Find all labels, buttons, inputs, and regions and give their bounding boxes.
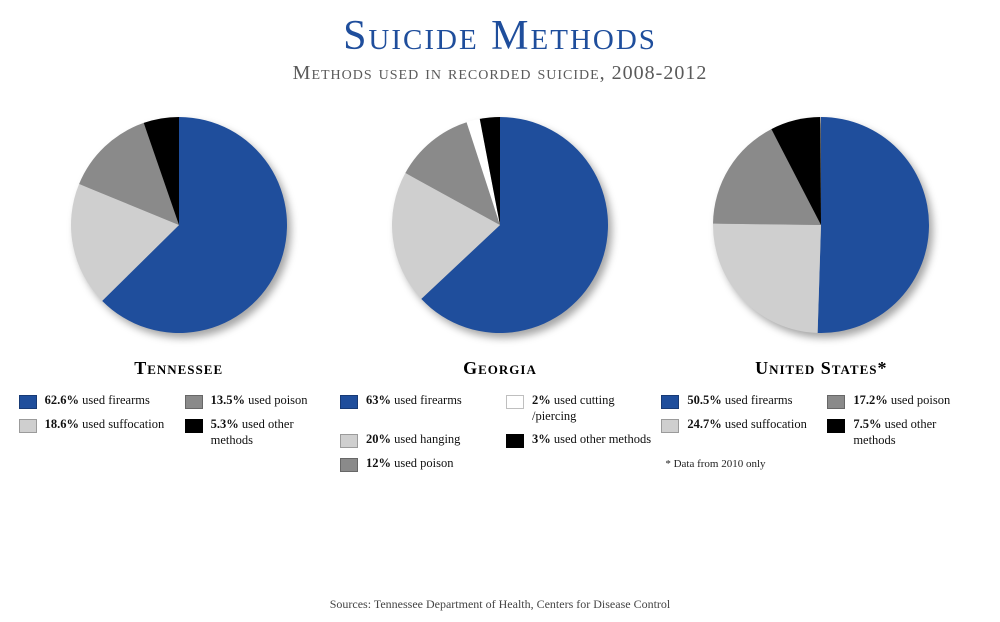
legend-text: 13.5% used poison (211, 393, 308, 409)
legend-swatch (340, 458, 358, 472)
legend-text: 18.6% used suffocation (45, 417, 165, 433)
legend-item: 63% used firearms (340, 393, 494, 424)
legend-pct: 13.5% (211, 393, 245, 407)
legend-swatch (340, 395, 358, 409)
legend-text: 12% used poison (366, 456, 454, 472)
pie-2 (709, 113, 933, 342)
legend-text: 17.2% used poison (853, 393, 950, 409)
legend-item: 5.3% used other methods (185, 417, 339, 448)
legend: 63% used firearms 2% used cutting /pierci… (340, 393, 660, 472)
legend-pct: 2% (532, 393, 551, 407)
legend-text: 50.5% used firearms (687, 393, 792, 409)
legend-swatch (506, 434, 524, 448)
legend-item: 7.5% used other methods (827, 417, 981, 448)
legend: 62.6% used firearms 13.5% used poison 18.6… (19, 393, 339, 448)
charts-row: Tennessee 62.6% used firearms 13.5% used p… (0, 113, 1000, 472)
legend-swatch (827, 419, 845, 433)
legend-desc: used firearms (82, 393, 150, 407)
legend-text: 7.5% used other methods (853, 417, 981, 448)
main-title: Suicide Methods (0, 12, 1000, 60)
legend-desc: used other methods (554, 432, 651, 446)
legend-pct: 5.3% (211, 417, 239, 431)
chart-block-2: United States* 50.5% used firearms 17.2% u… (661, 113, 981, 472)
pie-0 (67, 113, 291, 342)
legend-desc: used poison (394, 456, 453, 470)
legend-pct: 62.6% (45, 393, 79, 407)
legend-swatch (19, 419, 37, 433)
chart-label: Tennessee (134, 358, 223, 379)
legend-swatch (19, 395, 37, 409)
legend-swatch (185, 419, 203, 433)
pie-slice (713, 224, 821, 333)
legend-desc: used firearms (725, 393, 793, 407)
legend-desc: used poison (891, 393, 950, 407)
legend-pct: 3% (532, 432, 551, 446)
legend-item: 17.2% used poison (827, 393, 981, 409)
legend-pct: 24.7% (687, 417, 721, 431)
legend-pct: 12% (366, 456, 391, 470)
chart-block-1: Georgia63% used firearms2% used cutting … (340, 113, 660, 472)
legend-item: 24.7% used suffocation (661, 417, 815, 448)
legend-item: 50.5% used firearms (661, 393, 815, 409)
legend-pct: 50.5% (687, 393, 721, 407)
legend-swatch (827, 395, 845, 409)
legend-item: 18.6% used suffocation (19, 417, 173, 448)
legend-text: 63% used firearms (366, 393, 462, 409)
footnote: * Data from 2010 only (661, 458, 765, 470)
legend-desc: used poison (248, 393, 307, 407)
pie-1 (388, 113, 612, 342)
legend-item: 12% used poison (340, 456, 494, 472)
legend-pct: 20% (366, 432, 391, 446)
chart-label: United States* (755, 358, 887, 379)
legend-item: 20% used hanging (340, 432, 494, 448)
legend-desc: used hanging (394, 432, 460, 446)
legend-swatch (185, 395, 203, 409)
legend-swatch (661, 419, 679, 433)
legend-text: 2% used cutting /piercing (532, 393, 660, 424)
legend-text: 5.3% used other methods (211, 417, 339, 448)
legend-desc: used suffocation (82, 417, 164, 431)
legend-text: 3% used other methods (532, 432, 651, 448)
legend-swatch (506, 395, 524, 409)
legend-pct: 7.5% (853, 417, 881, 431)
chart-label: Georgia (463, 358, 537, 379)
legend-item: 62.6% used firearms (19, 393, 173, 409)
legend-item: 3% used other methods (506, 432, 660, 448)
legend-text: 62.6% used firearms (45, 393, 150, 409)
legend-desc: used suffocation (725, 417, 807, 431)
subtitle: Methods used in recorded suicide, 2008-2… (0, 62, 1000, 85)
legend-item: 2% used cutting /piercing (506, 393, 660, 424)
legend-text: 24.7% used suffocation (687, 417, 807, 433)
legend-desc: used firearms (394, 393, 462, 407)
legend-swatch (661, 395, 679, 409)
legend-pct: 17.2% (853, 393, 887, 407)
legend-pct: 63% (366, 393, 391, 407)
legend-pct: 18.6% (45, 417, 79, 431)
pie-slice (818, 117, 929, 333)
legend-swatch (340, 434, 358, 448)
legend-text: 20% used hanging (366, 432, 460, 448)
chart-block-0: Tennessee 62.6% used firearms 13.5% used p… (19, 113, 339, 472)
legend: 50.5% used firearms 17.2% used poison 24.7… (661, 393, 981, 448)
legend-item: 13.5% used poison (185, 393, 339, 409)
